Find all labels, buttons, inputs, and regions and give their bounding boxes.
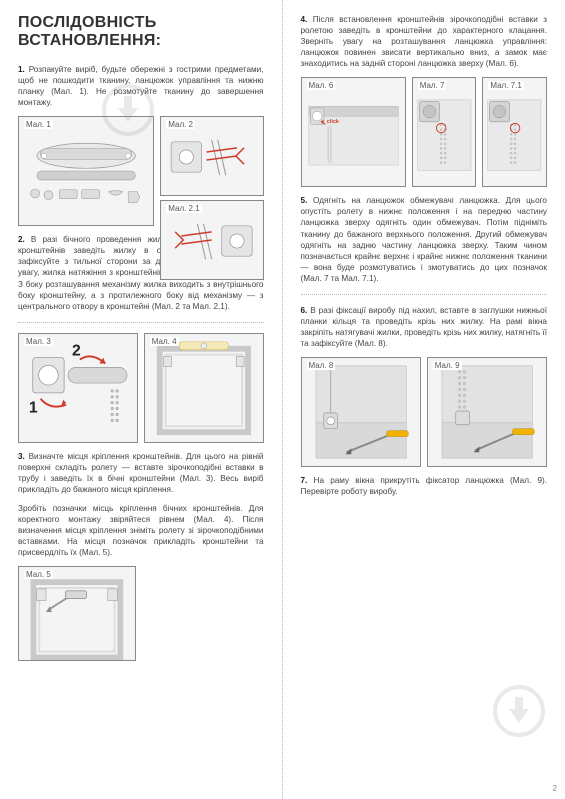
click-label: click: [326, 119, 339, 125]
right-column: 4. Після встановлення кронштейнів зірочк…: [283, 0, 565, 799]
paragraph-5: 5. Одягніть на ланцюжок обмежувачі ланцю…: [301, 195, 548, 284]
figure-5: Мал. 5: [18, 566, 136, 661]
figure-3-label: Мал. 3: [24, 337, 53, 346]
figure-9-label: Мал. 9: [433, 361, 462, 370]
figure-4-label: Мал. 4: [150, 337, 179, 346]
figure-2: Мал. 2: [160, 116, 263, 196]
watermark-icon: [100, 82, 156, 138]
figure-7-1: Мал. 7.1: [482, 77, 547, 187]
figure-2-1: Мал. 2.1: [160, 200, 263, 280]
svg-text:1: 1: [29, 399, 38, 416]
figures-8-9: Мал. 8 Мал. 9: [301, 357, 548, 467]
divider-left-1: [18, 322, 264, 323]
figure-7: Мал. 7: [412, 77, 477, 187]
figures-3-4: Мал. 3 1 2: [18, 333, 264, 443]
paragraph-7: 7. На раму вікна прикрутіть фіксатор лан…: [301, 475, 548, 497]
figure-1-label: Мал. 1: [24, 120, 53, 129]
divider-right-1: [301, 294, 548, 295]
figure-8: Мал. 8: [301, 357, 421, 467]
figure-6-label: Мал. 6: [307, 81, 336, 90]
paragraph-3b: Зробіть позначки місць кріплення бічних …: [18, 503, 264, 558]
watermark-icon-2: [491, 683, 547, 739]
figure-9: Мал. 9: [427, 357, 547, 467]
figures-6-7-71: Мал. 6 click Мал. 7: [301, 77, 548, 187]
figure-21-label: Мал. 2.1: [166, 204, 201, 213]
figure-3: Мал. 3 1 2: [18, 333, 138, 443]
paragraph-4: 4. Після встановлення кронштейнів зірочк…: [301, 14, 548, 69]
figure-5-label: Мал. 5: [24, 570, 53, 579]
paragraph-6: 6. В разі фіксації виробу під нахил, вст…: [301, 305, 548, 349]
figure-71-label: Мал. 7.1: [488, 81, 523, 90]
figure-6: Мал. 6 click: [301, 77, 406, 187]
page-title: ПОСЛІДОВНІСТЬ ВСТАНОВЛЕННЯ:: [18, 14, 264, 50]
page-number: 2: [553, 784, 557, 793]
paragraph-3a: 3. Визначте місця кріплення кронштейнів.…: [18, 451, 264, 495]
figures-5: Мал. 5: [18, 566, 264, 661]
svg-text:2: 2: [72, 342, 81, 359]
figure-2-label: Мал. 2: [166, 120, 195, 129]
figure-8-label: Мал. 8: [307, 361, 336, 370]
figure-4: Мал. 4: [144, 333, 264, 443]
figure-7-label: Мал. 7: [418, 81, 447, 90]
left-column: ПОСЛІДОВНІСТЬ ВСТАНОВЛЕННЯ: 1. Розпакуйт…: [0, 0, 283, 799]
